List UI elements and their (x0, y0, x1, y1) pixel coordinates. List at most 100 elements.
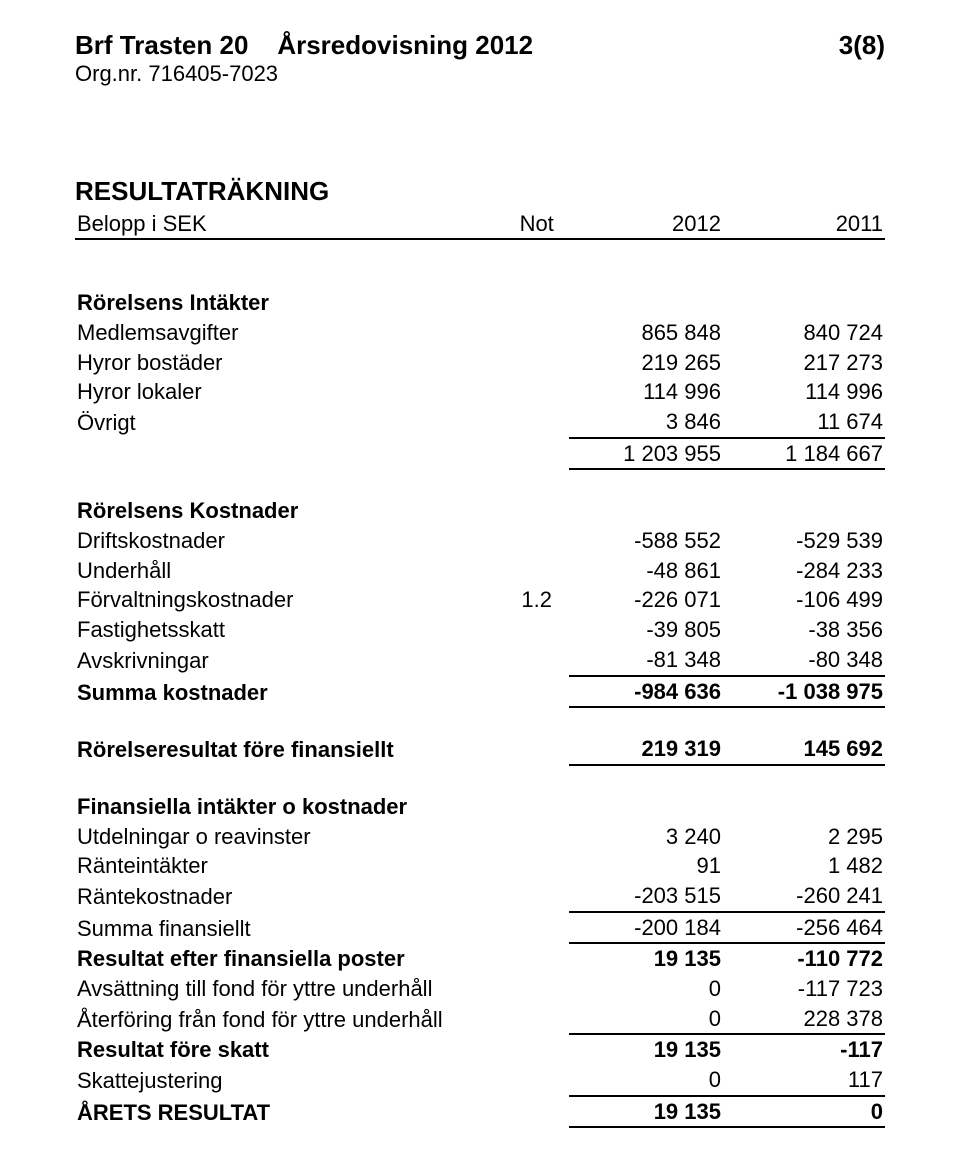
label: Skattejustering (75, 1065, 504, 1096)
row-utdelningar: Utdelningar o reavinster 3 240 2 295 (75, 822, 885, 852)
label: Summa finansiellt (75, 912, 504, 944)
label: Finansiella intäkter o kostnader (75, 792, 504, 822)
row-hyror-lokaler: Hyror lokaler 114 996 114 996 (75, 377, 885, 407)
label: Fastighetsskatt (75, 615, 504, 645)
label: Förvaltningskostnader (75, 585, 504, 615)
val-y1: 91 (569, 851, 723, 881)
spacer (75, 469, 885, 496)
row-ranteintakter: Ränteintäkter 91 1 482 (75, 851, 885, 881)
val-y1: -588 552 (569, 526, 723, 556)
row-avskrivningar: Avskrivningar -81 348 -80 348 (75, 645, 885, 676)
label: Hyror bostäder (75, 348, 504, 378)
val-y1: 219 319 (569, 734, 723, 765)
val-y2: 1 184 667 (723, 438, 885, 470)
col-label: Belopp i SEK (75, 209, 504, 240)
label: Ränteintäkter (75, 851, 504, 881)
label: Övrigt (75, 407, 504, 438)
val-y1: 865 848 (569, 318, 723, 348)
val-y2: 228 378 (723, 1004, 885, 1035)
row-aterforing: Återföring från fond för yttre underhåll… (75, 1004, 885, 1035)
page-number: 3(8) (839, 30, 885, 61)
row-medlemsavgifter: Medlemsavgifter 865 848 840 724 (75, 318, 885, 348)
val-y2: 145 692 (723, 734, 885, 765)
row-intakter-sum: 1 203 955 1 184 667 (75, 438, 885, 470)
val-y2: 840 724 (723, 318, 885, 348)
val-y1: 3 846 (569, 407, 723, 438)
row-underhall: Underhåll -48 861 -284 233 (75, 556, 885, 586)
document-header: Brf Trasten 20 Årsredovisning 2012 3(8) … (75, 30, 885, 88)
label: Summa kostnader (75, 676, 504, 708)
label: Rörelseresultat före finansiellt (75, 734, 504, 765)
org-number: Org.nr. 716405-7023 (75, 61, 885, 87)
val-y2: -38 356 (723, 615, 885, 645)
column-header-row: Belopp i SEK Not 2012 2011 (75, 209, 885, 240)
val-y1: 19 135 (569, 943, 723, 974)
val-y1: 0 (569, 974, 723, 1004)
val-y1: 3 240 (569, 822, 723, 852)
val-y1: 114 996 (569, 377, 723, 407)
val-y2: 217 273 (723, 348, 885, 378)
col-year-1: 2012 (569, 209, 723, 240)
label: Rörelsens Kostnader (75, 496, 504, 526)
val-y2: -117 723 (723, 974, 885, 1004)
val-y1: -984 636 (569, 676, 723, 708)
section-title: RESULTATRÄKNING (75, 176, 885, 207)
val-y2: -110 772 (723, 943, 885, 974)
page: Brf Trasten 20 Årsredovisning 2012 3(8) … (0, 0, 960, 1168)
header-left-block: Brf Trasten 20 Årsredovisning 2012 (75, 30, 533, 61)
label: Driftskostnader (75, 526, 504, 556)
row-avsattning: Avsättning till fond för yttre underhåll… (75, 974, 885, 1004)
col-note: Not (504, 209, 569, 240)
label: Underhåll (75, 556, 504, 586)
row-resultat-efter: Resultat efter finansiella poster 19 135… (75, 943, 885, 974)
val-y2: 117 (723, 1065, 885, 1096)
label: Återföring från fond för yttre underhåll (75, 1004, 504, 1035)
note: 1.2 (504, 585, 569, 615)
val-y2: 1 482 (723, 851, 885, 881)
row-hyror-bostader: Hyror bostäder 219 265 217 273 (75, 348, 885, 378)
val-y2: -80 348 (723, 645, 885, 676)
val-y2: -256 464 (723, 912, 885, 944)
income-statement-table: Belopp i SEK Not 2012 2011 Rörelsens Int… (75, 209, 885, 1129)
row-resultat-fore-skatt: Resultat före skatt 19 135 -117 (75, 1034, 885, 1065)
label: Räntekostnader (75, 881, 504, 912)
row-rantekostnader: Räntekostnader -203 515 -260 241 (75, 881, 885, 912)
spacer (75, 765, 885, 792)
label: Utdelningar o reavinster (75, 822, 504, 852)
spacer (75, 239, 885, 288)
label: Rörelsens Intäkter (75, 288, 504, 318)
row-rorelseresultat: Rörelseresultat före finansiellt 219 319… (75, 734, 885, 765)
val-y2: -260 241 (723, 881, 885, 912)
row-kostnader-header: Rörelsens Kostnader (75, 496, 885, 526)
val-y1: 0 (569, 1065, 723, 1096)
val-y1: -200 184 (569, 912, 723, 944)
label: Resultat efter finansiella poster (75, 943, 504, 974)
label: ÅRETS RESULTAT (75, 1096, 504, 1128)
val-y2: 2 295 (723, 822, 885, 852)
label: Avsättning till fond för yttre underhåll (75, 974, 504, 1004)
row-fastighetsskatt: Fastighetsskatt -39 805 -38 356 (75, 615, 885, 645)
row-skattejustering: Skattejustering 0 117 (75, 1065, 885, 1096)
label: Avskrivningar (75, 645, 504, 676)
val-y1: 19 135 (569, 1096, 723, 1128)
val-y1: 19 135 (569, 1034, 723, 1065)
header-top: Brf Trasten 20 Årsredovisning 2012 3(8) (75, 30, 885, 61)
row-intakter-header: Rörelsens Intäkter (75, 288, 885, 318)
row-ovrigt: Övrigt 3 846 11 674 (75, 407, 885, 438)
val-y2: -529 539 (723, 526, 885, 556)
val-y2: -1 038 975 (723, 676, 885, 708)
doc-title-mid: Årsredovisning 2012 (277, 30, 533, 60)
spacer (75, 707, 885, 734)
row-forvaltningskostnader: Förvaltningskostnader 1.2 -226 071 -106 … (75, 585, 885, 615)
val-y2: 0 (723, 1096, 885, 1128)
val-y1: 1 203 955 (569, 438, 723, 470)
val-y2: 11 674 (723, 407, 885, 438)
doc-title-left: Brf Trasten 20 (75, 30, 248, 60)
label: Resultat före skatt (75, 1034, 504, 1065)
label: Medlemsavgifter (75, 318, 504, 348)
row-summa-kostnader: Summa kostnader -984 636 -1 038 975 (75, 676, 885, 708)
val-y2: 114 996 (723, 377, 885, 407)
val-y1: -81 348 (569, 645, 723, 676)
val-y1: 0 (569, 1004, 723, 1035)
val-y1: -203 515 (569, 881, 723, 912)
